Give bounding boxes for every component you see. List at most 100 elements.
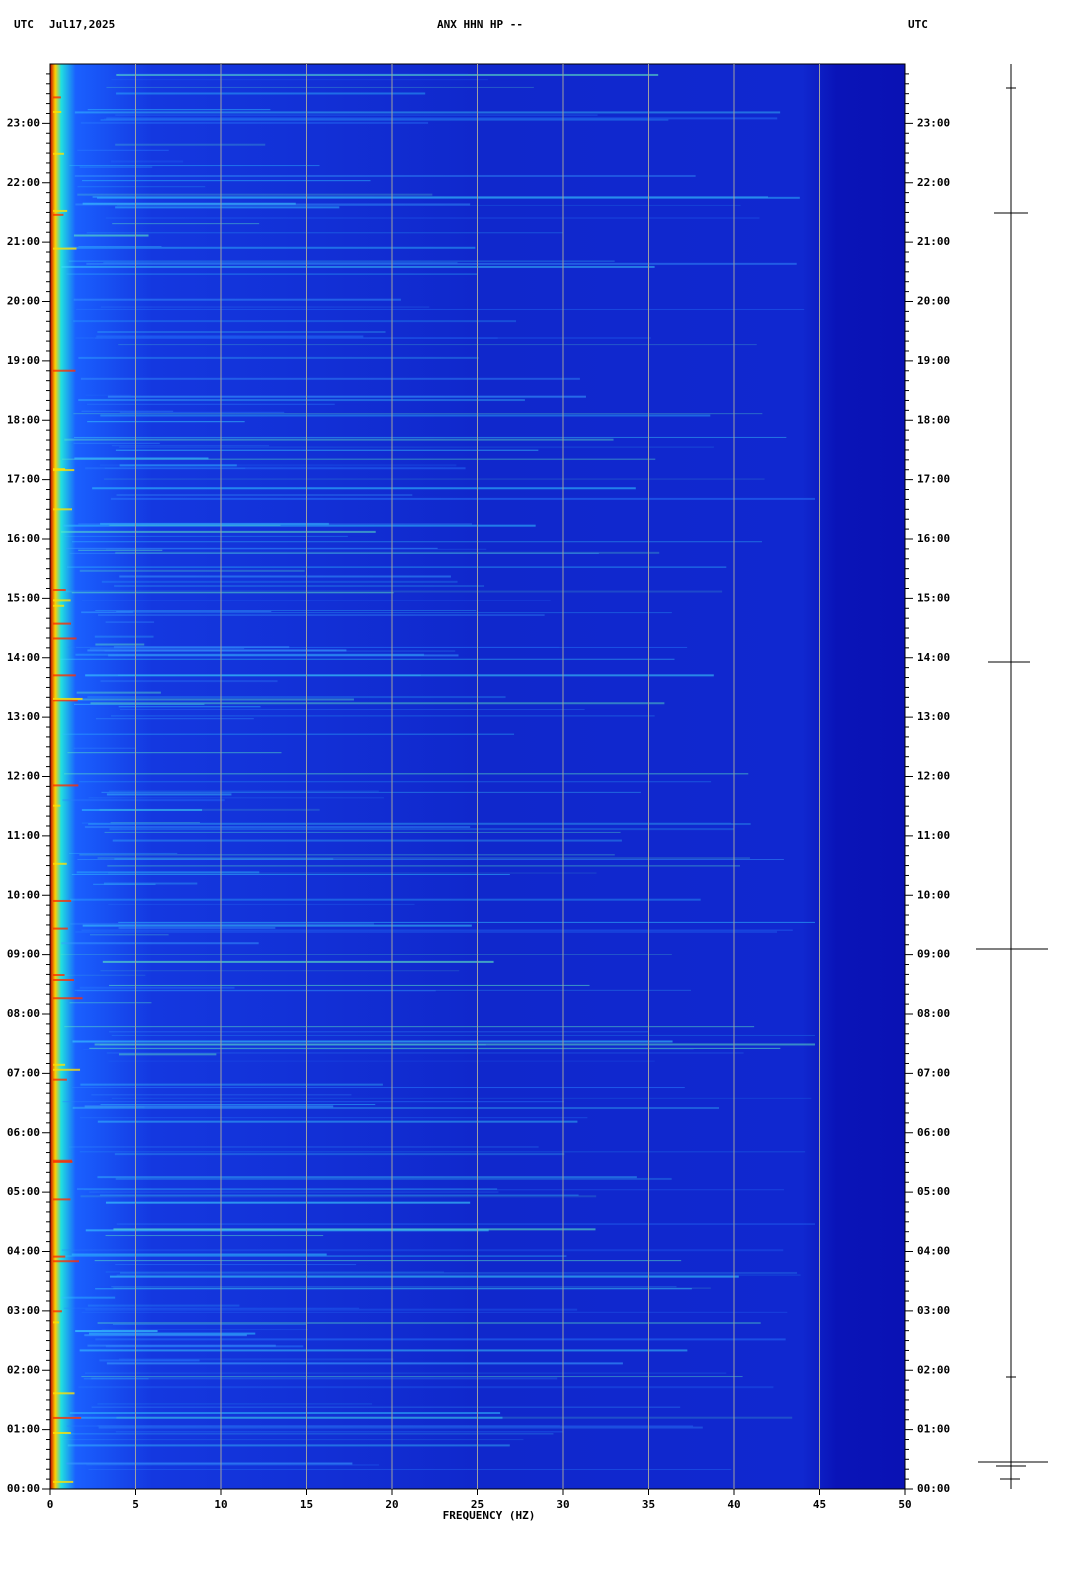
streak [53,589,66,592]
streak [53,152,64,155]
streak [89,1191,499,1193]
streak [114,858,334,860]
streak [53,508,73,511]
streak [85,1372,727,1374]
streak [115,449,539,451]
streak [75,308,805,310]
streak [95,609,477,611]
streak [79,569,305,572]
streak [97,1322,761,1325]
streak [78,245,162,247]
streak [71,873,510,875]
streak [86,262,797,265]
streak [108,1060,655,1062]
streak [67,646,560,648]
y-tick-label-right: 02:00 [917,1363,950,1376]
streak [53,1416,82,1419]
chart-title: ANX HHN HP -- [437,18,523,31]
streak [62,733,515,735]
streak [61,530,376,533]
streak [111,1034,816,1036]
streak [53,1310,62,1313]
streak [100,522,329,525]
streak [106,117,778,120]
streak [115,206,340,209]
streak [115,1264,357,1266]
streak [81,809,203,812]
streak [73,234,149,237]
streak [72,1040,673,1043]
y-tick-label-right: 18:00 [917,413,950,426]
streak [62,1439,524,1441]
y-tick-label: 04:00 [7,1245,40,1258]
streak [106,1052,744,1054]
streak [69,1002,152,1004]
time-zone-left: UTC [14,18,34,31]
streak [87,1344,276,1347]
streak [75,1330,158,1333]
streak [53,978,74,981]
streak [53,1198,71,1201]
streak [100,306,430,308]
streak [53,927,68,930]
streak [87,109,271,111]
y-tick-label-right: 07:00 [917,1066,950,1079]
streak [114,585,485,588]
y-tick-label-right: 05:00 [917,1185,950,1198]
streak [79,166,153,168]
streak [118,1053,217,1056]
streak [109,1031,649,1033]
streak [86,1464,380,1466]
streak [81,410,174,412]
streak [111,445,270,447]
streak [53,804,61,807]
streak [110,497,816,500]
y-tick-label: 17:00 [7,473,40,486]
streak [77,858,784,860]
streak [103,118,651,120]
streak [85,1308,578,1311]
streak [63,246,476,249]
streak [97,1176,637,1179]
y-tick-label-right: 17:00 [917,473,950,486]
streak [60,658,675,660]
streak [99,1194,579,1196]
streak [75,653,424,656]
streak [85,467,466,470]
streak [106,86,534,88]
streak [53,1392,75,1395]
streak [103,882,198,885]
streak [108,872,597,874]
streak [105,217,760,220]
streak [109,524,281,526]
streak [98,1426,703,1429]
streak [97,330,386,333]
streak [118,921,815,923]
y-tick-label-right: 10:00 [917,888,950,901]
y-tick-label: 05:00 [7,1185,40,1198]
streak [60,953,672,955]
streak [81,929,793,931]
streak [80,1083,383,1086]
streak [108,654,459,657]
streak [53,213,64,216]
streak [109,790,379,792]
streak [53,997,83,1000]
streak [93,883,156,885]
streak [81,822,732,824]
streak [66,566,727,568]
y-tick-label: 03:00 [7,1304,40,1317]
streak [103,262,458,264]
streak [105,1345,304,1348]
y-tick-label: 15:00 [7,591,40,604]
streak [75,337,651,340]
streak [95,1338,786,1341]
streak [111,1286,677,1288]
streak [53,862,67,865]
streak [88,1332,256,1335]
streak [94,635,154,638]
streak [94,337,498,339]
streak [95,643,145,646]
y-tick-label: 16:00 [7,532,40,545]
